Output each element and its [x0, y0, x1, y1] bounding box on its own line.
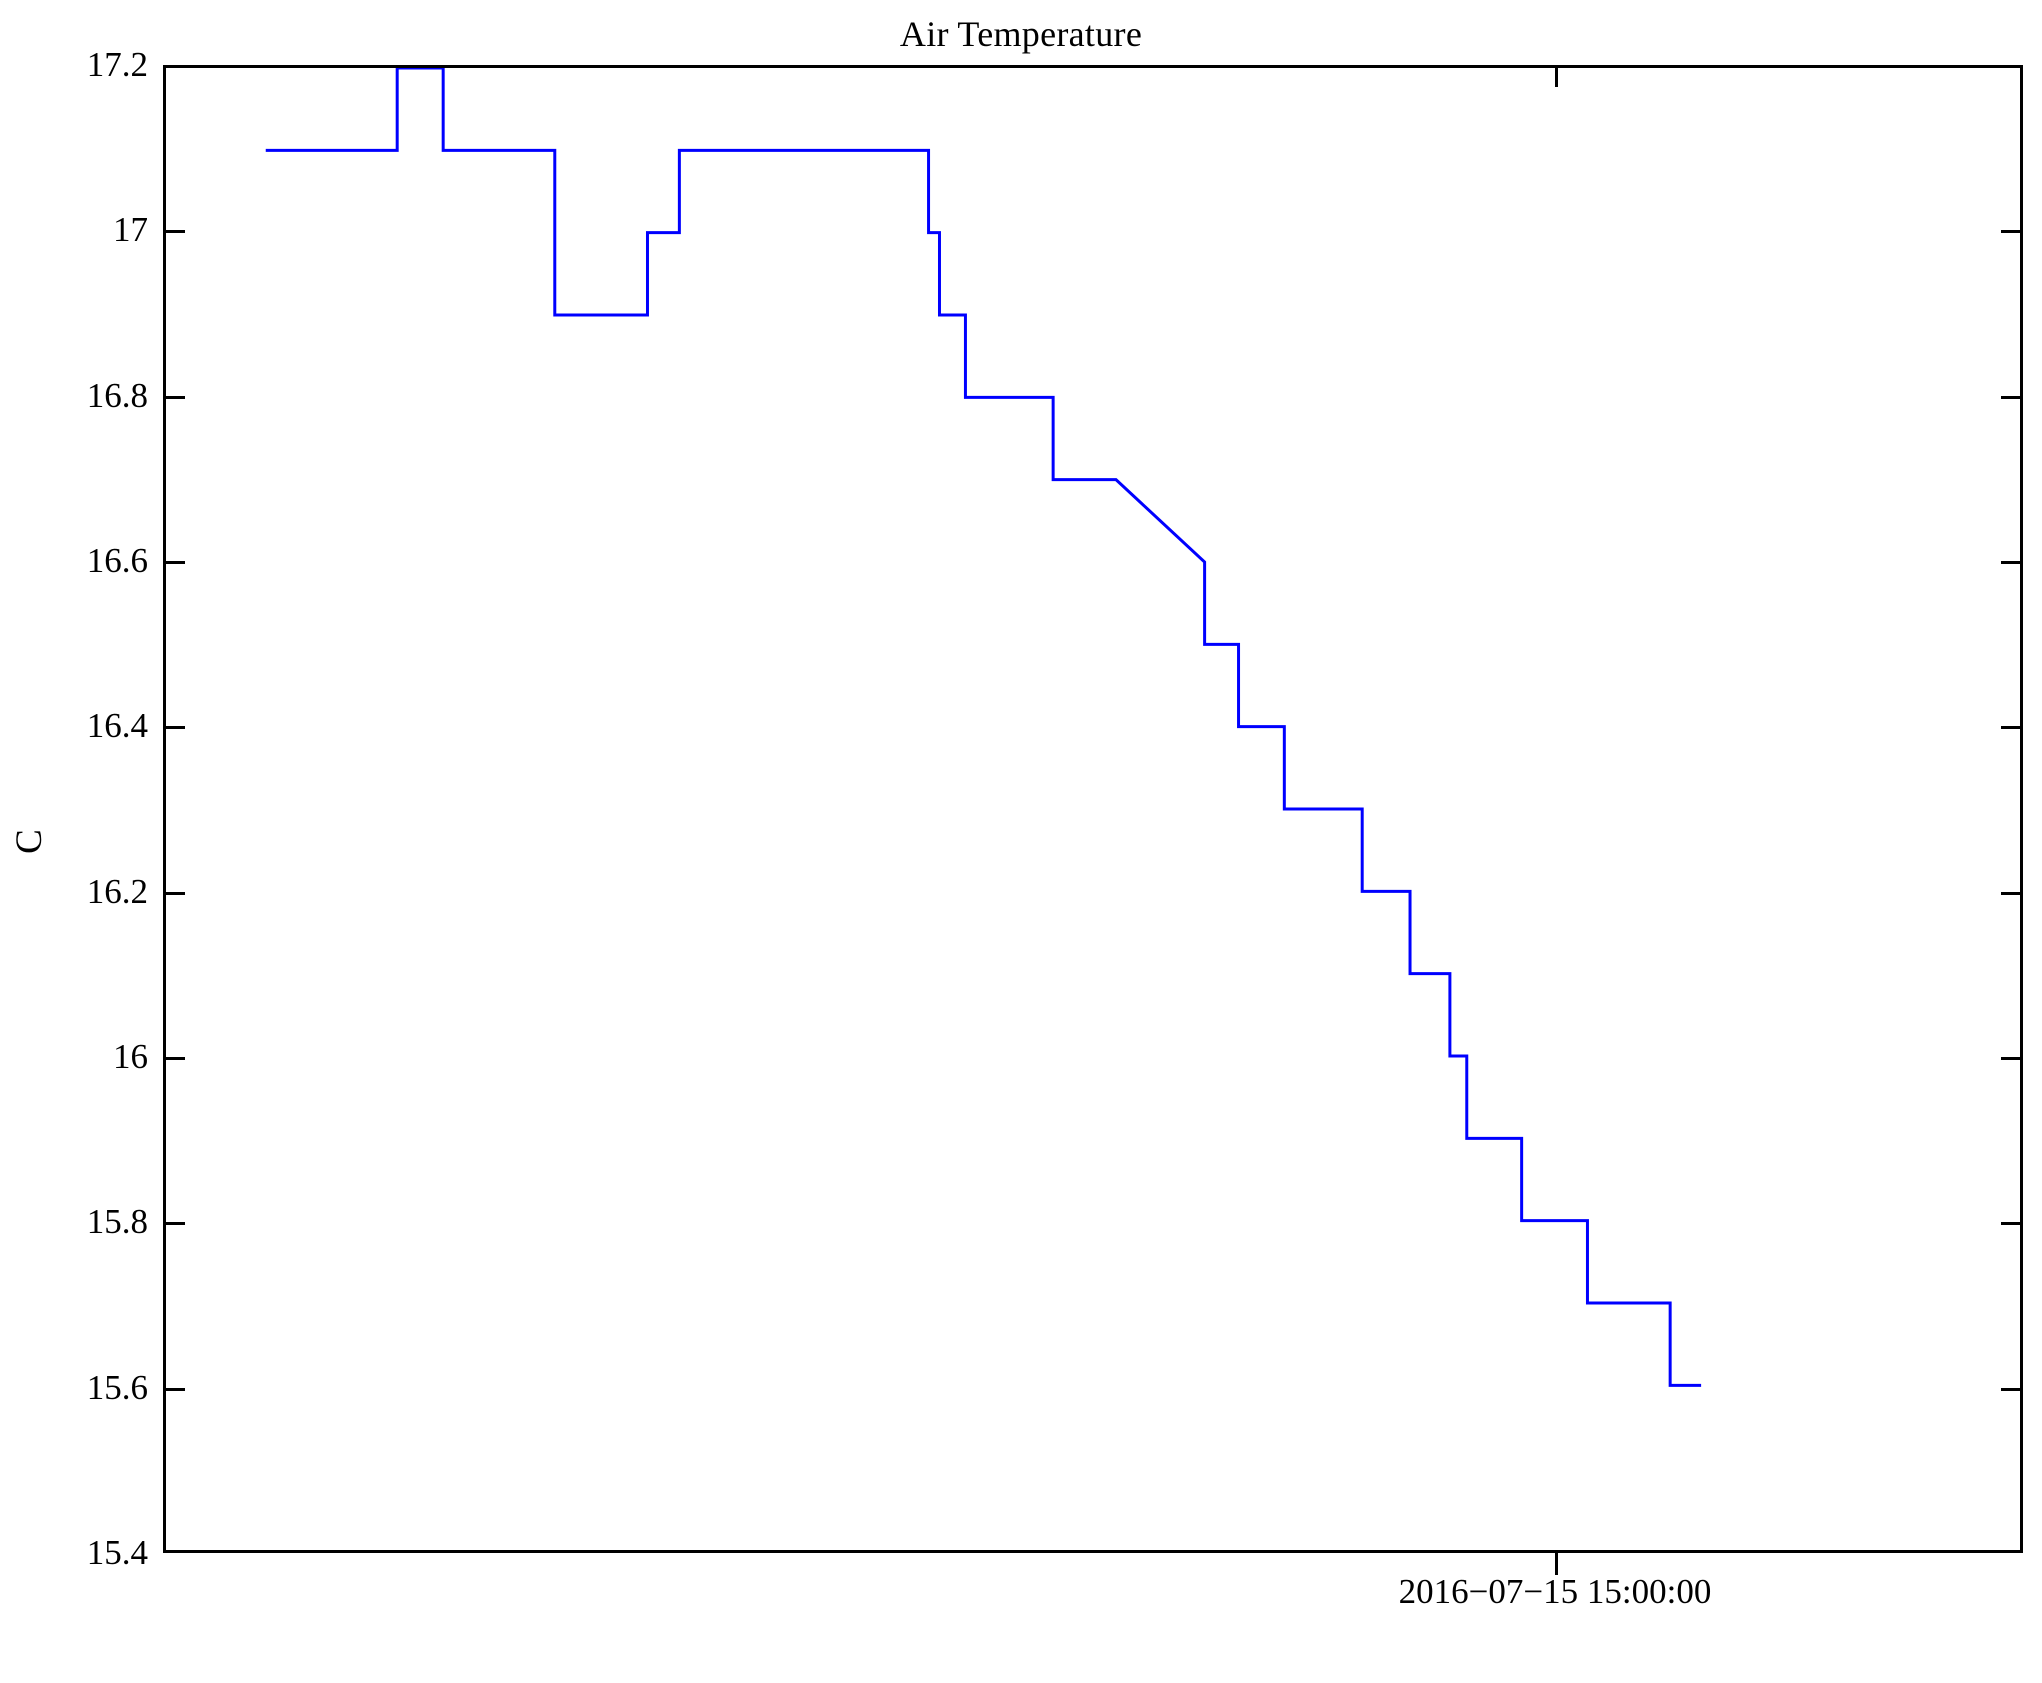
plot-area [163, 65, 2023, 1553]
chart-title: Air Temperature [899, 14, 1143, 54]
y-axis-tick-labels: 17.2 17 16.8 16.6 16.4 16.2 16 15.8 15.6 15.4 [0, 0, 148, 1683]
y-tick-mark [163, 1222, 185, 1226]
y-tick-mark-right [2001, 1222, 2023, 1226]
y-tick-label: 16.2 [86, 871, 148, 911]
x-tick-mark [1555, 1553, 1559, 1575]
y-tick-mark [163, 726, 185, 730]
y-tick-mark [163, 1057, 185, 1060]
y-tick-mark-right [2001, 726, 2023, 730]
y-tick-label: 16 [113, 1037, 148, 1076]
y-tick-label: 16.8 [86, 375, 148, 415]
y-tick-label: 15.6 [86, 1367, 148, 1407]
y-tick-label: 17.2 [86, 45, 148, 84]
y-tick-label: 17 [113, 210, 148, 250]
y-tick-mark [163, 230, 185, 234]
y-tick-label: 16.6 [86, 541, 148, 580]
x-tick-mark-top [1555, 65, 1559, 87]
y-tick-mark-right [2001, 395, 2023, 399]
y-tick-mark [163, 561, 185, 564]
air-temperature-line [265, 68, 1702, 1387]
y-tick-mark-right [2001, 1387, 2023, 1391]
y-tick-label: 15.8 [86, 1202, 148, 1242]
y-tick-label: 15.4 [86, 1533, 148, 1572]
y-tick-label: 16.4 [86, 706, 148, 746]
y-tick-mark [163, 1387, 185, 1391]
y-tick-mark-right [2001, 230, 2023, 234]
x-tick-label: 2016−07−15 15:00:00 [1398, 1572, 1712, 1611]
data-trace-svg [265, 68, 1702, 1387]
y-tick-mark [163, 891, 185, 895]
y-tick-mark-right [2001, 561, 2023, 564]
y-tick-mark [163, 395, 185, 399]
y-tick-mark-right [2001, 891, 2023, 895]
y-tick-mark-right [2001, 1057, 2023, 1060]
